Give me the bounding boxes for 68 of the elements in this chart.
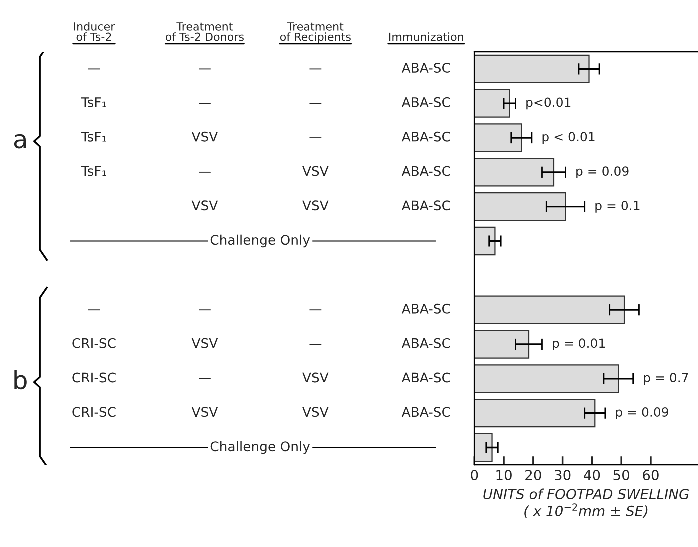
text: p = 0.7 [644,373,688,385]
text: — [199,310,211,311]
category-label: Inducer of Ts-2 [74,22,116,42]
bar [474,296,626,324]
category-label: Treatment of Ts-2 Donors [166,22,244,42]
category-label: a [14,134,26,149]
text: p = 0.09 [576,166,629,178]
bar [474,399,596,428]
x-tick-label: 20 [526,470,542,481]
text: TsF₁ [81,98,106,108]
category-label: Treatment of Recipients [280,22,351,44]
text: — [310,344,322,345]
text: CRI-SC [72,407,116,418]
text: — [199,172,211,173]
text: ABA-SC [402,338,450,348]
text: — [199,378,211,380]
x-tick-label: 50 [614,470,630,481]
text: VSV [302,200,329,211]
bar [474,124,522,152]
text: CRI-SC [72,372,116,383]
x-tick-label: 40 [584,470,600,481]
x-tick-label: 30 [555,470,571,481]
bar [474,54,590,84]
text: — [310,103,322,104]
text: VSV [192,338,218,348]
text: CRI-SC [72,338,116,348]
text: — [199,68,211,70]
text: p < 0.01 [542,132,595,144]
text: ABA-SC [402,166,450,176]
category-label: b [14,370,27,390]
text: VSV [302,407,329,418]
bar [474,364,620,394]
text: Challenge Only [210,441,310,454]
text: Challenge Only [210,234,310,248]
text: — [88,68,100,70]
text: VSV [192,132,218,142]
text: — [88,310,100,311]
x-tick-label: 60 [643,470,659,481]
text: TsF₁ [81,132,106,142]
x-tick-label: 10 [496,470,512,481]
text: p<0.01 [526,98,571,110]
text: TsF₁ [81,166,106,176]
x-tick-label: 0 [471,470,478,481]
text: ABA-SC [402,200,450,211]
text: p = 0.01 [553,338,605,351]
text: p = 0.1 [596,201,640,213]
text: VSV [192,200,218,211]
text: ABA-SC [402,97,450,108]
bar [474,226,496,256]
bar [474,433,493,462]
text: ABA-SC [402,132,450,142]
text: — [310,68,322,70]
text: VSV [302,166,329,176]
text: ABA-SC [402,63,450,73]
text: VSV [302,372,329,383]
text: — [310,310,322,311]
text: p = 0.09 [616,408,668,420]
text: VSV [192,407,218,418]
bar [474,192,566,222]
bar [474,330,530,359]
bar [474,158,555,187]
bar [474,89,510,118]
text: — [199,103,211,104]
text: ABA-SC [402,304,450,314]
x-axis-title: UNITS of FOOTPAD SWELLING ( x 10$^{−2}$mm ± SE) [484,488,690,518]
text: ABA-SC [402,407,450,418]
category-label: Immunization [389,32,464,42]
text: ABA-SC [402,372,450,383]
